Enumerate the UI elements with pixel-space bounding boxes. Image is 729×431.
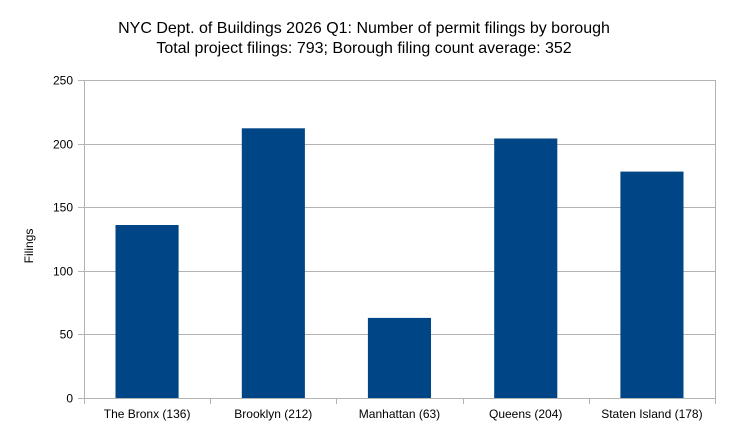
- bars: [115, 128, 684, 399]
- y-tick-label-0: 0: [66, 392, 73, 406]
- bar-3: [494, 138, 558, 398]
- chart-title: NYC Dept. of Buildings 2026 Q1: Number o…: [118, 20, 610, 37]
- axes: [78, 80, 716, 404]
- y-tick-label-2: 100: [53, 265, 73, 279]
- y-tick-label-1: 50: [60, 328, 74, 342]
- x-tick-label-2: Manhattan (63): [359, 407, 440, 421]
- y-tick-label-5: 250: [53, 74, 73, 88]
- tick-labels: 0 50 100 150 200 250 The Bronx (136) Brooklyn (…: [53, 74, 703, 422]
- x-tick-label-1: Brooklyn (212): [234, 407, 312, 421]
- x-tick-label-4: Staten Island (178): [601, 407, 702, 421]
- x-tick-label-0: The Bronx (136): [104, 407, 191, 421]
- gridlines: [84, 80, 715, 335]
- bar-0: [115, 225, 179, 398]
- x-tick-label-3: Queens (204): [489, 407, 562, 421]
- y-tick-label-4: 200: [53, 138, 73, 152]
- bar-4: [620, 171, 684, 398]
- bar-1: [241, 128, 305, 399]
- y-axis-label: Filings: [22, 229, 36, 264]
- y-tick-label-3: 150: [53, 201, 73, 215]
- bar-2: [367, 317, 431, 398]
- chart-subtitle: Total project filings: 793; Borough fili…: [156, 40, 571, 57]
